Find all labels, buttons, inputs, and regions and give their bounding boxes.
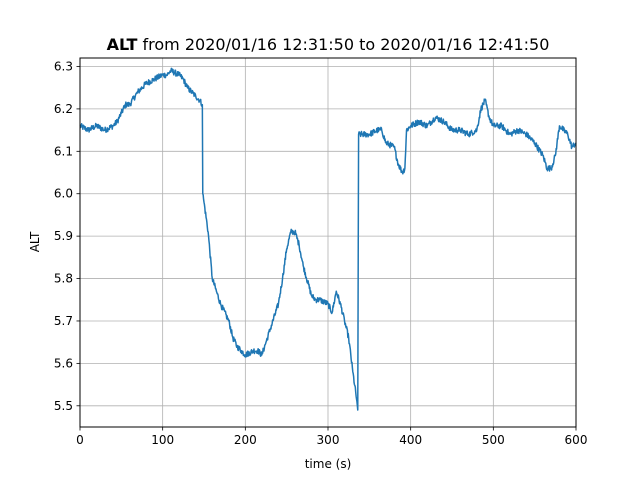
chart-title: ALT from 2020/01/16 12:31:50 to 2020/01/… <box>107 35 550 54</box>
y-tick-label: 6.3 <box>54 59 73 73</box>
y-tick-label: 6.0 <box>54 187 73 201</box>
y-tick-label: 5.7 <box>54 314 73 328</box>
x-tick-label: 200 <box>234 433 257 447</box>
y-axis-label: ALT <box>28 231 42 252</box>
x-tick-label: 500 <box>482 433 505 447</box>
y-tick-label: 6.1 <box>54 144 73 158</box>
chart-title-rest: from 2020/01/16 12:31:50 to 2020/01/16 1… <box>137 35 549 54</box>
y-tick-label: 5.8 <box>54 272 73 286</box>
grid <box>79 58 577 427</box>
x-axis-label: time (s) <box>305 457 352 471</box>
series-layer <box>79 67 577 411</box>
x-axis: 0 100 200 300 400 500 600 <box>76 427 587 447</box>
x-tick-label: 100 <box>151 433 174 447</box>
y-tick-label: 5.5 <box>54 399 73 413</box>
x-tick-label: 400 <box>399 433 422 447</box>
y-tick-label: 5.6 <box>54 356 73 370</box>
series-line <box>79 67 577 411</box>
x-tick-label: 600 <box>565 433 588 447</box>
y-axis: 5.5 5.6 5.7 5.8 5.9 6.0 6.1 6.2 6.3 <box>54 59 80 413</box>
x-tick-label: 0 <box>76 433 84 447</box>
x-tick-label: 300 <box>317 433 340 447</box>
y-tick-label: 6.2 <box>54 102 73 116</box>
chart-title-bold: ALT <box>107 35 138 54</box>
y-tick-label: 5.9 <box>54 229 73 243</box>
